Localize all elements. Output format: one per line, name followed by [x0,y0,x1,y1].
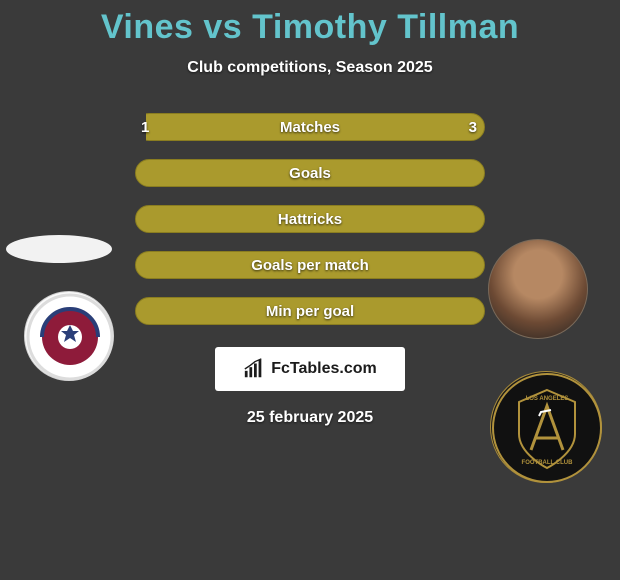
bar-label: Goals per match [135,251,485,279]
bar-hattricks: Hattricks [135,205,485,233]
svg-text:LOS ANGELES: LOS ANGELES [526,396,569,402]
bar-matches: 1 Matches 3 [135,113,485,141]
club-left-badge [24,291,114,381]
bar-label: Goals [135,159,485,187]
brand-text: FcTables.com [271,360,377,378]
chart-icon [243,358,265,380]
player-right-avatar [488,239,588,339]
stat-bars: 1 Matches 3 Goals Hattricks Goals per ma… [135,113,485,325]
page-subtitle: Club competitions, Season 2025 [0,59,620,77]
club-right-badge: LOS ANGELES FOOTBALL CLUB [490,371,602,483]
brand-badge: FcTables.com [215,347,405,391]
bar-label: Min per goal [135,297,485,325]
bar-min-per-goal: Min per goal [135,297,485,325]
player-left-avatar [6,235,112,263]
bar-label: Hattricks [135,205,485,233]
bar-label: Matches [135,113,485,141]
bar-goals: Goals [135,159,485,187]
comparison-content: LOS ANGELES FOOTBALL CLUB 1 Matches 3 Go… [0,113,620,427]
bar-goals-per-match: Goals per match [135,251,485,279]
page-title: Vines vs Timothy Tillman [0,0,620,47]
svg-text:FOOTBALL CLUB: FOOTBALL CLUB [522,460,574,466]
bar-right-value: 3 [469,113,477,141]
